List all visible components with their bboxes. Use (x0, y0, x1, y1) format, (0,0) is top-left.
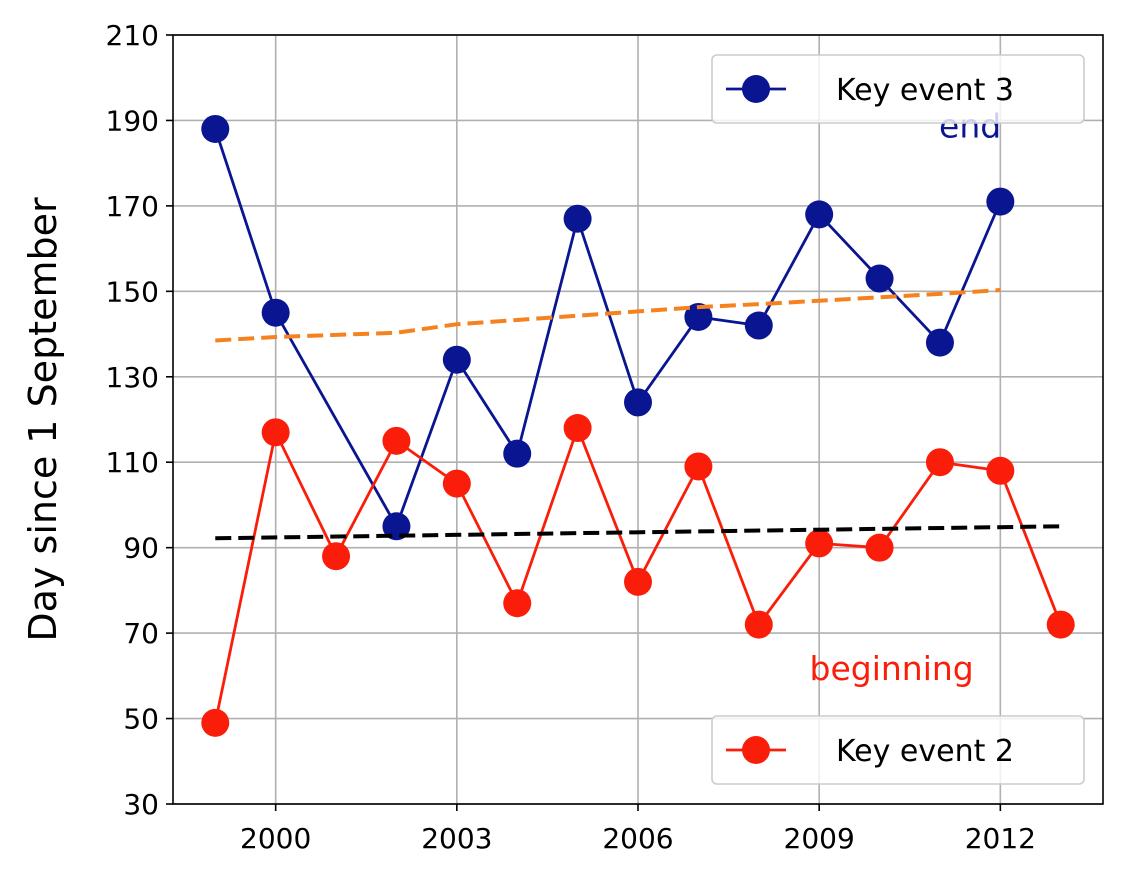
key-event-2-point (563, 414, 592, 443)
key-event-3-point (563, 204, 592, 233)
x-tick-label: 2009 (784, 822, 855, 855)
key-event-2-point (1046, 610, 1075, 639)
x-tick-label: 2006 (602, 822, 673, 855)
key-event-3-point (624, 388, 652, 417)
key-event-2-point (624, 567, 652, 596)
key-event-2-point (382, 426, 411, 455)
y-tick-label: 50 (123, 703, 159, 736)
key-event-3-point (503, 439, 532, 468)
y-tick-label: 130 (106, 361, 159, 394)
key-event-3-point (261, 298, 290, 327)
key-event-2-point (865, 533, 894, 562)
legend-box (711, 54, 1085, 124)
key-event-2-point (805, 529, 834, 558)
series-layer (201, 114, 1075, 737)
x-tick-label: 2012 (965, 822, 1036, 855)
key-event-3-point (925, 328, 954, 357)
key-event-3-point (201, 114, 230, 143)
key-event-3-point (986, 187, 1015, 216)
y-tick-label: 190 (106, 104, 159, 137)
trend-3-line (215, 524, 1061, 541)
key-event-2-point (986, 456, 1015, 485)
annotation-beginning: beginning (810, 649, 974, 688)
legend-box (711, 715, 1085, 785)
legend-marker (742, 75, 770, 103)
key-event-2-point (261, 418, 290, 447)
key-event-2-point (201, 708, 230, 737)
key-event-3-point (382, 512, 411, 541)
legend-marker (742, 736, 770, 764)
axis-ticks: 2000 2003 2006 2009 2012 30 50 70 90 110 130 150 170… (106, 19, 1036, 855)
key-event-3-point (805, 200, 834, 229)
y-tick-label: 110 (106, 446, 159, 479)
key-event-3-point (684, 302, 713, 331)
y-tick-label: 90 (123, 532, 159, 565)
x-tick-label: 2000 (240, 822, 311, 855)
key-event-2-point (322, 542, 351, 571)
key-event-2-point (442, 469, 471, 498)
key-event-2-point (925, 448, 954, 477)
legend-key-event-3: Key event 3 (711, 54, 1085, 124)
legend-label: Key event 2 (836, 734, 1014, 769)
x-tick-label: 2003 (421, 822, 492, 855)
legend-label: Key event 3 (836, 73, 1014, 108)
y-tick-label: 150 (106, 275, 159, 308)
key-event-3-point (744, 311, 773, 340)
key-event-2-point (684, 452, 713, 481)
key-event-3-point (865, 264, 894, 293)
y-tick-label: 210 (106, 19, 159, 52)
y-tick-label: 170 (106, 190, 159, 223)
y-axis-label: Day since 1 September (21, 197, 65, 642)
legend-key-event-2: Key event 2 (711, 715, 1085, 785)
key-event-2-point (503, 589, 532, 618)
key-event-2-point (744, 610, 773, 639)
key-event-3-point (442, 345, 471, 374)
trend-2-line (215, 288, 1001, 343)
y-tick-label: 30 (123, 788, 159, 821)
y-tick-label: 70 (123, 617, 159, 650)
